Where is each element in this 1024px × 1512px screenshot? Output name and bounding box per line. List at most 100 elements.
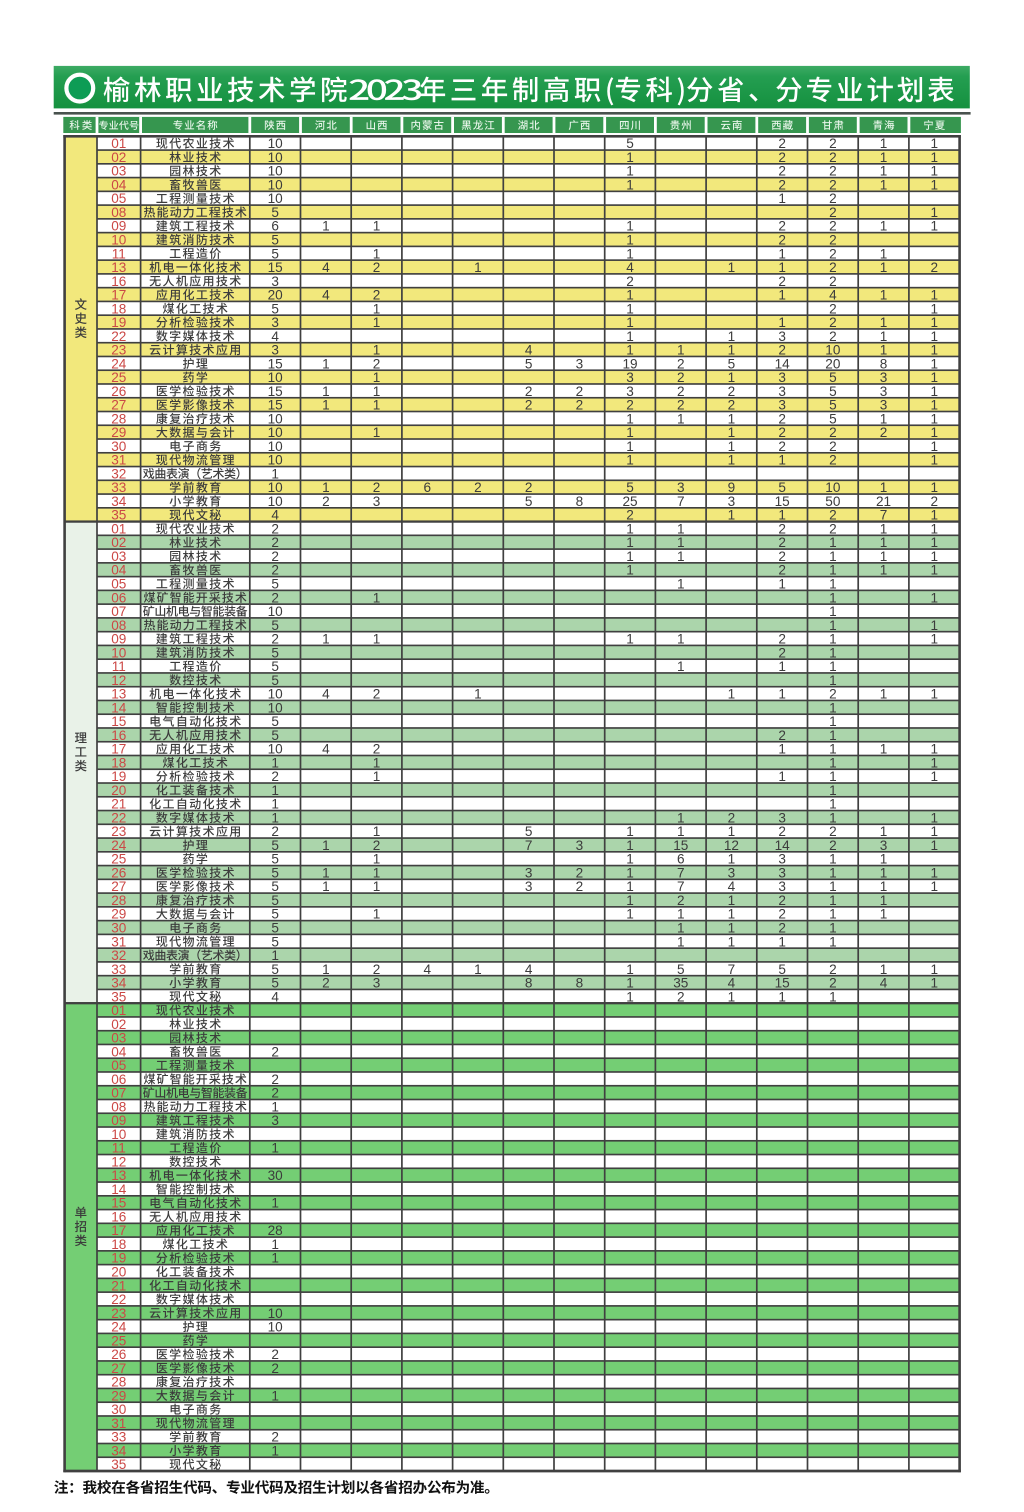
svg-text:1: 1 — [930, 439, 938, 454]
svg-text:1: 1 — [778, 246, 786, 261]
svg-text:03: 03 — [111, 549, 126, 564]
svg-text:09: 09 — [111, 632, 126, 647]
svg-text:1: 1 — [271, 810, 279, 825]
svg-text:1: 1 — [778, 288, 786, 303]
svg-text:3: 3 — [778, 370, 786, 385]
svg-text:16: 16 — [111, 274, 126, 289]
svg-text:5: 5 — [271, 246, 279, 261]
svg-text:1: 1 — [728, 893, 736, 908]
svg-text:2: 2 — [677, 989, 685, 1004]
svg-text:1: 1 — [626, 907, 634, 922]
svg-text:1: 1 — [880, 136, 888, 151]
svg-text:3: 3 — [576, 838, 584, 853]
svg-text:1: 1 — [626, 962, 634, 977]
svg-text:1: 1 — [880, 865, 888, 880]
svg-text:2: 2 — [271, 1347, 279, 1362]
svg-text:1: 1 — [930, 769, 938, 784]
svg-text:2: 2 — [525, 384, 533, 399]
svg-text:1: 1 — [930, 356, 938, 371]
svg-text:2: 2 — [474, 480, 482, 495]
svg-text:2: 2 — [778, 136, 786, 151]
svg-text:2: 2 — [778, 411, 786, 426]
svg-text:5: 5 — [271, 838, 279, 853]
svg-text:1: 1 — [626, 233, 634, 248]
svg-text:1: 1 — [271, 1443, 279, 1458]
svg-text:2: 2 — [778, 632, 786, 647]
svg-text:2: 2 — [271, 563, 279, 578]
svg-text:5: 5 — [271, 934, 279, 949]
svg-text:1: 1 — [930, 453, 938, 468]
svg-text:11: 11 — [112, 246, 126, 261]
svg-text:1: 1 — [829, 700, 837, 715]
svg-text:1: 1 — [626, 521, 634, 536]
svg-text:3: 3 — [626, 384, 634, 399]
svg-text:24: 24 — [111, 1320, 127, 1335]
svg-text:3: 3 — [271, 315, 279, 330]
svg-text:5: 5 — [271, 893, 279, 908]
svg-text:1: 1 — [930, 590, 938, 605]
svg-text:3: 3 — [271, 343, 279, 358]
svg-text:1: 1 — [373, 398, 381, 413]
svg-text:1: 1 — [626, 439, 634, 454]
svg-text:2: 2 — [829, 301, 837, 316]
svg-text:2: 2 — [829, 508, 837, 523]
svg-text:28: 28 — [111, 411, 126, 426]
svg-text:5: 5 — [271, 714, 279, 729]
svg-text:10: 10 — [268, 191, 284, 206]
svg-text:2: 2 — [880, 425, 888, 440]
svg-text:2: 2 — [829, 329, 837, 344]
svg-text:2: 2 — [677, 356, 685, 371]
svg-text:3: 3 — [525, 879, 533, 894]
svg-text:4: 4 — [322, 260, 330, 275]
svg-text:2: 2 — [829, 824, 837, 839]
svg-text:04: 04 — [111, 177, 127, 192]
svg-text:08: 08 — [111, 1099, 126, 1114]
svg-text:2: 2 — [271, 1430, 279, 1445]
svg-text:17: 17 — [111, 288, 126, 303]
svg-text:2: 2 — [778, 425, 786, 440]
svg-text:26: 26 — [111, 384, 126, 399]
svg-text:1: 1 — [829, 852, 837, 867]
svg-text:1: 1 — [271, 1251, 279, 1266]
svg-text:2: 2 — [829, 246, 837, 261]
svg-text:1: 1 — [728, 824, 736, 839]
svg-text:3: 3 — [728, 865, 736, 880]
svg-text:25: 25 — [622, 494, 637, 509]
svg-text:1: 1 — [930, 755, 938, 770]
svg-text:1: 1 — [880, 893, 888, 908]
svg-text:2: 2 — [576, 865, 584, 880]
svg-text:1: 1 — [626, 288, 634, 303]
svg-text:8: 8 — [525, 976, 533, 991]
svg-text:10: 10 — [268, 411, 284, 426]
svg-text:1: 1 — [728, 687, 736, 702]
svg-text:5: 5 — [525, 824, 533, 839]
svg-text:1: 1 — [930, 962, 938, 977]
svg-text:4: 4 — [626, 260, 634, 275]
svg-text:1: 1 — [930, 632, 938, 647]
svg-text:2: 2 — [373, 687, 381, 702]
svg-text:7: 7 — [728, 962, 736, 977]
svg-text:2: 2 — [829, 315, 837, 330]
svg-text:5: 5 — [829, 384, 837, 399]
svg-text:1: 1 — [373, 879, 381, 894]
svg-text:1: 1 — [880, 742, 888, 757]
svg-text:5: 5 — [271, 962, 279, 977]
svg-text:10: 10 — [268, 370, 284, 385]
svg-text:6: 6 — [423, 480, 431, 495]
svg-text:5: 5 — [271, 673, 279, 688]
svg-text:09: 09 — [111, 1113, 126, 1128]
svg-text:7: 7 — [677, 494, 685, 509]
svg-text:15: 15 — [673, 838, 688, 853]
svg-text:2: 2 — [322, 976, 330, 991]
svg-text:24: 24 — [111, 356, 127, 371]
svg-text:3: 3 — [576, 356, 584, 371]
svg-text:1: 1 — [322, 384, 330, 399]
svg-text:4: 4 — [728, 879, 736, 894]
svg-text:2: 2 — [829, 177, 837, 192]
svg-text:34: 34 — [111, 976, 127, 991]
svg-text:2: 2 — [829, 274, 837, 289]
svg-text:1: 1 — [930, 288, 938, 303]
svg-text:5: 5 — [728, 356, 736, 371]
svg-text:8: 8 — [576, 494, 584, 509]
svg-text:2: 2 — [778, 535, 786, 550]
